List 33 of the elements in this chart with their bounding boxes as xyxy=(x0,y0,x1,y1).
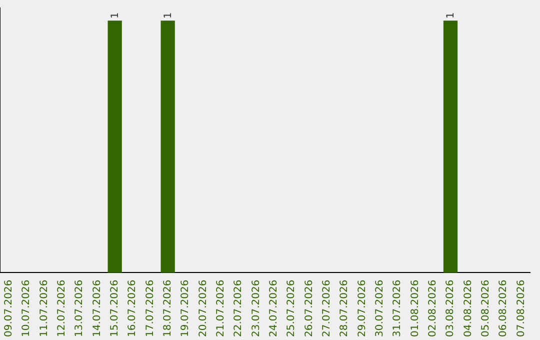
x-tick-label: 27.07.2026 xyxy=(321,280,332,338)
x-tick-label: 04.08.2026 xyxy=(462,280,474,338)
x-tick-label: 12.07.2026 xyxy=(56,280,68,338)
data-label: 1 xyxy=(162,12,174,19)
x-tick-label: 02.08.2026 xyxy=(427,280,438,338)
x-tick-label: 15.07.2026 xyxy=(109,280,120,338)
x-tick-label: 26.07.2026 xyxy=(304,280,315,338)
x-tick-label: 25.07.2026 xyxy=(286,280,298,338)
x-tick-label: 11.07.2026 xyxy=(38,280,50,338)
x-tick-label: 05.08.2026 xyxy=(480,280,492,338)
x-tick-label: 09.07.2026 xyxy=(3,280,14,338)
x-tick-label: 18.07.2026 xyxy=(162,280,174,338)
x-tick-label: 16.07.2026 xyxy=(127,280,138,338)
x-tick-label: 01.08.2026 xyxy=(410,280,421,338)
x-tick-label: 20.07.2026 xyxy=(198,280,209,338)
x-tick-label: 03.08.2026 xyxy=(445,280,456,338)
data-label: 1 xyxy=(110,12,121,19)
x-tick-label: 28.07.2026 xyxy=(339,280,350,338)
x-tick-label: 29.07.2026 xyxy=(356,280,368,338)
x-tick-label: 19.07.2026 xyxy=(180,280,192,338)
x-tick-label: 30.07.2026 xyxy=(374,280,386,338)
x-tick-label: 31.07.2026 xyxy=(392,280,404,338)
x-tick-label: 10.07.2026 xyxy=(21,280,32,338)
x-tick-label: 13.07.2026 xyxy=(74,280,86,338)
x-tick-label: 07.08.2026 xyxy=(516,280,527,338)
x-tick-label: 24.07.2026 xyxy=(268,280,280,338)
x-tick-label: 14.07.2026 xyxy=(92,280,103,338)
x-tick-label: 06.08.2026 xyxy=(498,280,510,338)
x-tick-label: 22.07.2026 xyxy=(233,280,244,338)
x-tick-label: 23.07.2026 xyxy=(250,280,262,338)
data-label: 1 xyxy=(446,12,456,19)
x-tick-label: 17.07.2026 xyxy=(144,280,156,338)
x-tick-label: 21.07.2026 xyxy=(215,280,226,338)
